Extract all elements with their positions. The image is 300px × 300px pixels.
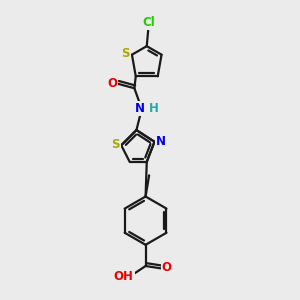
Text: H: H: [148, 102, 158, 115]
Text: Cl: Cl: [142, 16, 155, 29]
Text: OH: OH: [114, 270, 134, 283]
Text: O: O: [162, 261, 172, 274]
Text: S: S: [111, 138, 120, 151]
Text: S: S: [121, 47, 130, 60]
Text: N: N: [135, 102, 145, 115]
Text: O: O: [107, 77, 117, 90]
Text: N: N: [156, 135, 166, 148]
